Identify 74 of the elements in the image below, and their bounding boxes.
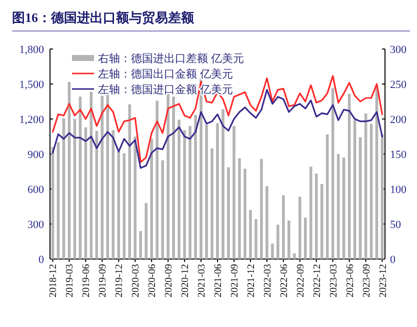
bar — [183, 130, 186, 259]
bar — [238, 158, 241, 259]
x-tick-label: 2023-03 — [328, 264, 340, 298]
bar — [232, 126, 236, 259]
x-tick-label: 2022-06 — [278, 264, 290, 298]
bar — [150, 138, 153, 259]
y-tick-label: 300 — [28, 219, 44, 231]
x-tick-label: 2022-09 — [295, 264, 306, 298]
y-tick-label: 1,500 — [19, 79, 44, 91]
bar — [205, 124, 208, 259]
bar — [222, 109, 224, 259]
bar — [144, 203, 148, 259]
bar — [216, 123, 219, 259]
y2-tick-label: 100 — [390, 184, 407, 196]
bar — [161, 160, 164, 259]
y2-tick-label: 300 — [390, 44, 407, 56]
bar — [260, 158, 263, 259]
chart-title: 图16：德国进出口额与贸易差额 — [12, 10, 195, 25]
x-tick-label: 2019-12 — [114, 264, 126, 298]
y-tick-label: 1,200 — [19, 114, 44, 126]
bar — [244, 168, 246, 259]
x-tick-label: 2021-12 — [246, 264, 257, 298]
x-tick-label: 2023-06 — [344, 264, 356, 298]
bar — [134, 136, 137, 259]
x-tick-label: 2020-06 — [147, 264, 158, 298]
x-tick-label: 2021-09 — [229, 264, 240, 298]
x-tick-label: 2023-12 — [378, 264, 389, 298]
x-tick-label: 2020-09 — [164, 264, 175, 298]
y2-tick-label: 150 — [390, 149, 407, 161]
x-tick-label: 2022-12 — [312, 264, 323, 298]
bar — [178, 120, 180, 259]
bar — [117, 152, 120, 259]
bar — [188, 126, 192, 259]
x-tick-label: 2018-12 — [48, 264, 60, 298]
bar — [122, 153, 126, 259]
bar — [266, 186, 268, 259]
bar — [254, 219, 258, 259]
bar — [287, 220, 290, 259]
y2-tick-label: 250 — [390, 79, 407, 91]
bar — [276, 224, 280, 259]
y2-tick-label: 50 — [390, 219, 402, 231]
bar — [304, 218, 307, 259]
y-tick-label: 0 — [38, 254, 44, 266]
x-tick-label: 2019-03 — [64, 264, 76, 298]
bar — [282, 195, 285, 259]
bar — [298, 196, 302, 259]
bar — [292, 253, 296, 259]
bar — [271, 244, 274, 259]
bar — [314, 174, 318, 259]
bar — [128, 104, 132, 259]
legend-label: 左轴：德国出口金额 亿美元 — [98, 68, 233, 80]
bar — [249, 210, 252, 259]
y2-tick-label: 0 — [390, 254, 396, 266]
legend-label: 右轴：德国进出口差额 亿美元 — [98, 52, 244, 65]
x-tick-label: 2021-03 — [196, 264, 208, 298]
bar — [309, 166, 312, 259]
x-tick-label: 2019-09 — [98, 264, 109, 298]
y2-tick-label: 200 — [390, 114, 407, 126]
x-tick-label: 2022-03 — [262, 264, 274, 298]
x-tick-label: 2020-03 — [130, 264, 142, 298]
y-tick-label: 1,800 — [19, 44, 44, 56]
y-tick-label: 900 — [28, 149, 44, 161]
y-tick-label: 600 — [28, 184, 44, 196]
bar — [139, 231, 142, 259]
x-tick-label: 2020-12 — [180, 264, 192, 298]
bar — [210, 148, 214, 259]
bar — [166, 94, 170, 259]
x-tick-label: 2019-06 — [81, 264, 92, 298]
x-tick-label: 2021-06 — [213, 264, 224, 298]
bar — [156, 100, 158, 259]
bar — [172, 96, 175, 259]
x-tick-label: 2023-09 — [361, 264, 372, 298]
bar — [227, 167, 230, 259]
bar — [194, 114, 197, 259]
